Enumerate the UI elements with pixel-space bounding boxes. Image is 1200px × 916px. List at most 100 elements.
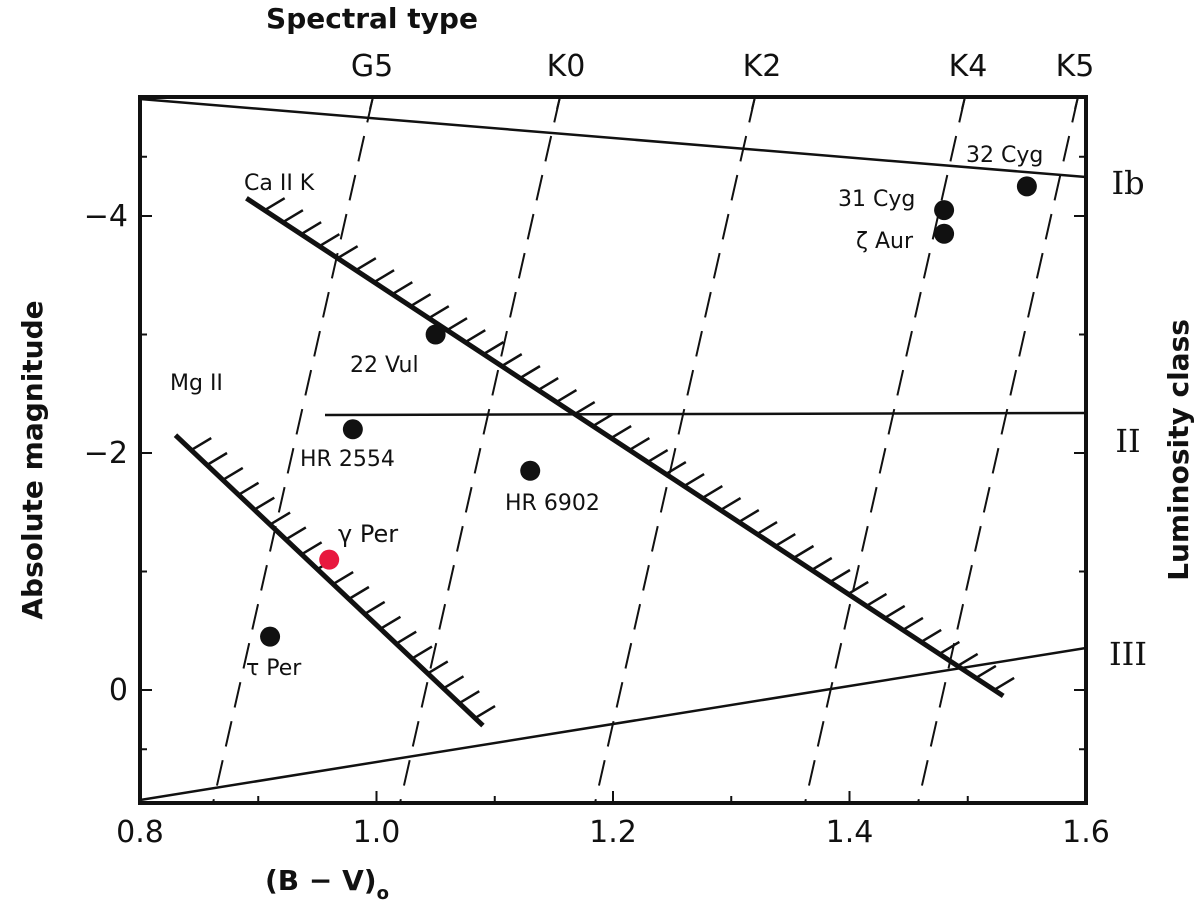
line-label-ca-ii-k: Ca II K xyxy=(244,171,315,196)
hatch xyxy=(300,221,322,236)
y-tick-label: 0 xyxy=(109,673,128,708)
hatch xyxy=(993,676,1015,692)
line-label-mg-ii: Mg II xyxy=(170,371,223,396)
hatch xyxy=(348,585,370,601)
star-label: 32 Cyg xyxy=(966,143,1043,168)
hatch xyxy=(318,233,341,248)
x-tick-label: 1.6 xyxy=(1062,815,1110,850)
limit-line xyxy=(245,196,1005,699)
y-tick-label: −2 xyxy=(84,436,128,471)
y-axis-label: Absolute magnitude xyxy=(16,300,49,619)
star-marker xyxy=(520,460,541,481)
x-tick-label: 0.8 xyxy=(116,815,164,850)
hatch xyxy=(792,544,815,560)
hatch xyxy=(428,305,450,320)
hatch xyxy=(206,451,228,467)
hatch xyxy=(446,317,468,332)
hatch xyxy=(474,705,496,720)
star-label: HR 2554 xyxy=(300,447,395,472)
hatch xyxy=(411,645,433,660)
hatch xyxy=(592,413,614,428)
spectral-type-line xyxy=(917,97,1079,803)
limit-line xyxy=(173,433,485,728)
spectral-type-label: K5 xyxy=(1056,49,1095,84)
star-label: τ Per xyxy=(246,656,302,681)
axis-ticks xyxy=(139,96,1087,803)
hatch xyxy=(395,630,417,645)
hatch xyxy=(269,511,291,526)
hatch xyxy=(464,329,486,344)
star-label: 22 Vul xyxy=(350,353,419,378)
spectral-type-label: K2 xyxy=(743,49,782,84)
x-axis-label-main: (B − V) xyxy=(265,864,377,897)
hatch xyxy=(391,281,413,296)
spectral-type-label: K0 xyxy=(547,49,586,84)
luminosity-class-label: Ib xyxy=(1111,164,1144,202)
hatch xyxy=(409,293,432,308)
hatch xyxy=(884,604,906,620)
star-label: HR 6902 xyxy=(505,491,600,516)
luminosity-class-lines xyxy=(140,97,1086,802)
spectral-type-label: G5 xyxy=(351,49,393,84)
hatch xyxy=(501,353,523,368)
hatch xyxy=(190,437,212,452)
hatch xyxy=(458,690,480,705)
hatch xyxy=(865,592,888,608)
hatch xyxy=(920,628,942,644)
highlighted-star-marker xyxy=(319,549,340,570)
hatch xyxy=(975,664,997,680)
x-axis-label: (B − V)o xyxy=(265,864,389,904)
luminosity-class-line xyxy=(140,646,1086,802)
luminosity-class-line xyxy=(324,411,1086,417)
top-tick xyxy=(1074,96,1079,110)
x-tick-label: 1.4 xyxy=(826,815,874,850)
hatch xyxy=(756,520,778,536)
star-markers xyxy=(260,176,1037,647)
top-axis-label: Spectral type xyxy=(266,2,478,35)
star-label: 31 Cyg xyxy=(838,187,915,212)
hatch xyxy=(719,496,742,512)
star-marker xyxy=(934,200,955,221)
hatch xyxy=(442,675,465,690)
hatch xyxy=(285,526,307,541)
spectral-type-label: K4 xyxy=(949,49,988,84)
hatch xyxy=(282,209,304,224)
spectral-type-line xyxy=(212,97,374,803)
hatch xyxy=(364,600,386,615)
hatch xyxy=(373,269,395,284)
luminosity-class-line xyxy=(140,97,1086,179)
star-label: ζ Aur xyxy=(856,229,914,254)
spectral-type-line xyxy=(399,97,561,803)
top-tick xyxy=(961,96,966,110)
hatch xyxy=(427,660,449,675)
hatch xyxy=(847,580,869,596)
spectral-type-line xyxy=(594,97,756,803)
hatch xyxy=(253,496,275,511)
luminosity-class-label: III xyxy=(1109,635,1147,673)
hatch xyxy=(938,640,961,656)
hatch xyxy=(482,341,505,356)
hatch xyxy=(646,448,669,464)
limit-lines xyxy=(173,196,1015,728)
x-tick-label: 1.0 xyxy=(353,815,401,850)
hatch xyxy=(555,389,578,404)
hatch xyxy=(300,541,323,556)
hatch xyxy=(738,508,760,524)
hatch xyxy=(902,616,924,632)
star-marker xyxy=(425,324,446,345)
hatch xyxy=(683,472,705,488)
hatch xyxy=(829,568,851,584)
star-label: γ Per xyxy=(338,520,398,548)
hatch xyxy=(610,425,632,440)
hatch xyxy=(811,556,833,572)
hatch xyxy=(701,484,723,500)
hatch xyxy=(332,571,354,586)
hatch xyxy=(222,466,244,481)
hatch xyxy=(774,532,796,548)
hatch xyxy=(237,481,260,496)
hatch xyxy=(379,615,402,630)
hatch xyxy=(628,437,651,452)
hatch xyxy=(355,257,377,272)
hatch xyxy=(264,197,286,212)
